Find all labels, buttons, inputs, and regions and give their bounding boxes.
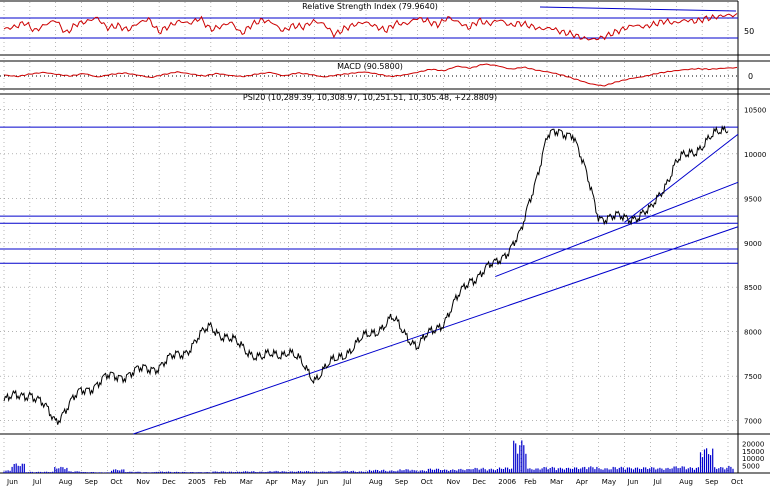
x-axis-label: Aug (369, 478, 383, 486)
rsi-tick-50: 50 (744, 27, 754, 36)
x-axis-label: May (602, 478, 616, 486)
x-axis-label: Aug (679, 478, 693, 486)
x-axis-label: Oct (110, 478, 122, 486)
price-horizontal-gridlines (0, 109, 738, 421)
x-axis-label: Jun (627, 478, 639, 486)
price-tick-label: 10000 (744, 151, 766, 159)
volume-tick-label: 5000 (742, 463, 760, 471)
x-axis-label: 2005 (188, 478, 206, 486)
x-axis-label: Aug (59, 478, 73, 486)
x-axis-label: Jun (6, 478, 18, 486)
x-axis-label: Dec (162, 478, 176, 486)
volume-tick-label: 20000 (742, 440, 764, 448)
macd-tick-0: 0 (748, 72, 753, 81)
price-trendline (624, 133, 739, 223)
price-tick-label: 10500 (744, 106, 766, 114)
volume-tick-label: 10000 (742, 455, 764, 463)
x-axis-label: Oct (421, 478, 433, 486)
price-trendline (495, 181, 739, 278)
price-tick-label: 7000 (744, 418, 762, 426)
x-axis-label: Nov (447, 478, 461, 486)
price-tick-label: 9500 (744, 195, 762, 203)
x-axis-label: Nov (136, 478, 150, 486)
x-axis-label: Sep (395, 478, 409, 486)
x-axis-label: 2006 (498, 478, 516, 486)
x-axis-label: Mar (550, 478, 563, 486)
price-support-resistance-lines (0, 126, 738, 264)
x-axis-label: Apr (576, 478, 588, 486)
x-axis-label: Jun (316, 478, 328, 486)
macd-line (3, 63, 738, 87)
macd-title: MACD (90.5800) (337, 62, 403, 71)
x-axis-label: Feb (214, 478, 227, 486)
x-axis-label: Jul (342, 478, 352, 486)
price-axis-ticks: 7000 7500 8000 8500 9000 9500 10000 10500 (744, 106, 766, 425)
x-axis-label: Sep (85, 478, 99, 486)
x-axis-label: Mar (240, 478, 253, 486)
x-axis-label: Feb (524, 478, 537, 486)
price-title: PSI20 (10,289.39, 10,308.97, 10,251.51, … (243, 93, 497, 102)
x-axis-label: Sep (705, 478, 719, 486)
x-axis-label: Jul (32, 478, 42, 486)
x-axis-labels: Jun Jul Aug Sep Oct Nov Dec 2005 Feb Mar Apr May Jun… (6, 478, 743, 486)
rsi-trendline (539, 6, 737, 12)
price-tick-label: 7500 (744, 373, 762, 381)
price-tick-label: 9000 (744, 240, 762, 248)
x-axis-label: Apr (266, 478, 278, 486)
price-tick-label: 8500 (744, 284, 762, 292)
x-axis-label: Dec (472, 478, 486, 486)
rsi-line (3, 13, 738, 41)
volume-bars (3, 440, 734, 473)
vertical-gridlines (3, 2, 729, 473)
x-axis-label: May (291, 478, 305, 486)
x-axis-label: Oct (731, 478, 743, 486)
price-tick-label: 8000 (744, 329, 762, 337)
rsi-title: Relative Strength Index (79.9640) (302, 2, 438, 11)
rsi-guide-levels (0, 17, 738, 39)
price-line (3, 124, 729, 425)
volume-tick-label: 15000 (742, 448, 764, 456)
x-axis-label: Jul (652, 478, 662, 486)
